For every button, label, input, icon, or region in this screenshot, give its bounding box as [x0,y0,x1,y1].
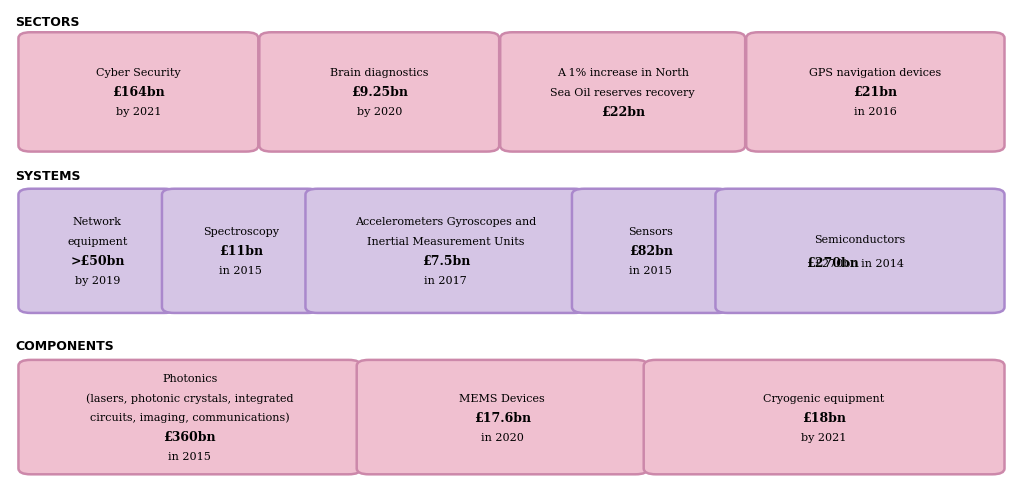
FancyBboxPatch shape [18,33,258,152]
FancyBboxPatch shape [572,189,730,313]
Text: Cyber Security: Cyber Security [96,68,180,78]
Text: £9.25bn: £9.25bn [351,86,408,99]
Text: by 2020: by 2020 [357,107,402,117]
FancyBboxPatch shape [162,189,320,313]
Text: by 2021: by 2021 [116,107,161,117]
Text: £360bn: £360bn [163,430,216,443]
Text: by 2019: by 2019 [75,276,120,285]
Text: GPS navigation devices: GPS navigation devices [809,68,942,78]
Text: Cryogenic equipment: Cryogenic equipment [764,393,885,403]
FancyBboxPatch shape [18,360,361,474]
Text: Inertial Measurement Units: Inertial Measurement Units [367,237,525,246]
Text: MEMS Devices: MEMS Devices [459,393,545,403]
Text: Brain diagnostics: Brain diagnostics [330,68,428,78]
Text: by 2021: by 2021 [802,432,847,442]
Text: SYSTEMS: SYSTEMS [15,170,81,183]
Text: >£50bn: >£50bn [70,255,125,267]
Text: Spectroscopy: Spectroscopy [203,227,279,237]
FancyBboxPatch shape [18,189,176,313]
Text: £17.6bn: £17.6bn [474,411,531,424]
Text: £11bn: £11bn [218,245,263,258]
Text: Sensors: Sensors [628,227,673,237]
Text: (lasers, photonic crystals, integrated: (lasers, photonic crystals, integrated [86,392,293,403]
Text: £164bn: £164bn [112,86,165,99]
Text: £21bn: £21bn [853,86,898,99]
Text: A 1% increase in North: A 1% increase in North [557,68,689,78]
Text: Sea Oil reserves recovery: Sea Oil reserves recovery [550,88,695,98]
Text: Network: Network [73,217,122,227]
Text: £270bn: £270bn [806,257,859,269]
Text: SECTORS: SECTORS [15,16,80,29]
Text: £7.5bn: £7.5bn [421,255,470,267]
Text: in 2020: in 2020 [481,432,524,442]
Text: in 2016: in 2016 [854,107,897,117]
Text: in 2017: in 2017 [424,276,467,285]
Text: £270bn: £270bn [806,257,859,269]
Text: in 2015: in 2015 [168,451,211,461]
FancyBboxPatch shape [746,33,1004,152]
Text: £22bn: £22bn [601,106,645,119]
Text: circuits, imaging, communications): circuits, imaging, communications) [90,412,289,423]
Text: £270bn in 2014: £270bn in 2014 [816,258,904,268]
Text: equipment: equipment [68,237,127,246]
Text: Photonics: Photonics [162,373,217,383]
Text: COMPONENTS: COMPONENTS [15,339,114,352]
Text: Accelerometers Gyroscopes and: Accelerometers Gyroscopes and [356,217,536,227]
Text: £82bn: £82bn [629,245,672,258]
FancyBboxPatch shape [305,189,586,313]
Text: in 2015: in 2015 [219,266,262,276]
FancyBboxPatch shape [259,33,499,152]
FancyBboxPatch shape [644,360,1004,474]
FancyBboxPatch shape [500,33,745,152]
FancyBboxPatch shape [357,360,648,474]
Text: Semiconductors: Semiconductors [814,235,906,244]
Text: £18bn: £18bn [803,411,846,424]
Text: in 2015: in 2015 [629,266,672,276]
FancyBboxPatch shape [715,189,1004,313]
